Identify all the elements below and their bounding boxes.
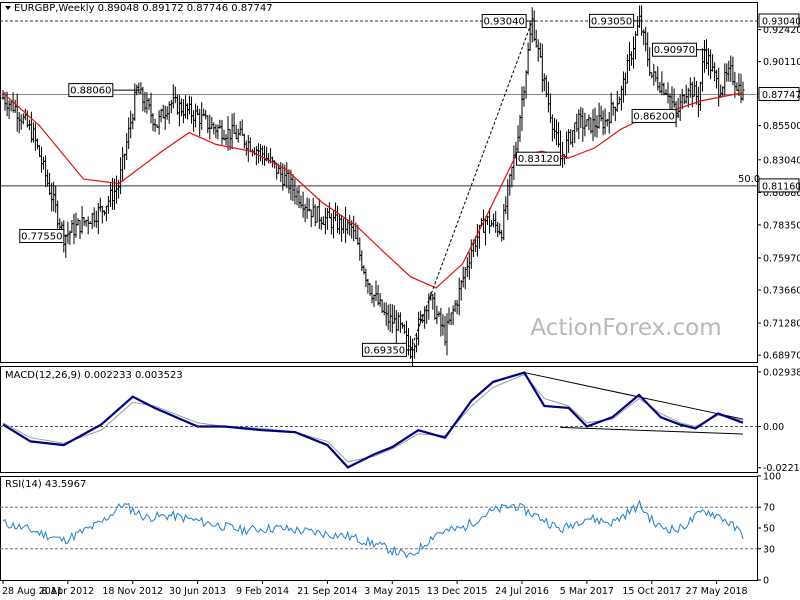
rsi-y-tick-label: 50 xyxy=(763,524,775,535)
current-price-axis-label-box xyxy=(758,86,800,101)
price-y-tick-label: 0.78350 xyxy=(763,220,800,231)
annotation-box xyxy=(589,13,635,28)
annotation-label: 0.93040 xyxy=(483,17,524,28)
annotation-box xyxy=(481,14,527,28)
macd-trendline xyxy=(524,372,744,420)
price-y-tick-label: 0.71280 xyxy=(763,319,800,330)
price-bar xyxy=(741,81,745,101)
price-y-tick-label: 0.85500 xyxy=(763,121,800,132)
price-y-tick-label: 0.68970 xyxy=(763,351,800,362)
annotation-box xyxy=(631,108,677,123)
x-axis-label: 13 Dec 2015 xyxy=(427,586,488,597)
annotation-box xyxy=(362,342,408,357)
title-arrow-icon xyxy=(5,6,11,10)
current-price-axis-label: 0.87747 xyxy=(762,90,800,101)
x-axis-label: 21 Sep 2014 xyxy=(297,586,357,597)
annotation-box xyxy=(651,42,697,57)
annotation-box xyxy=(68,83,114,98)
price-high-axis-label-box xyxy=(758,13,800,28)
price-bars xyxy=(1,5,745,366)
fib-level-label: 50.0 xyxy=(738,174,760,185)
x-axis-label: 9 Feb 2014 xyxy=(236,586,289,597)
rsi-y-tick-label: 30 xyxy=(763,544,775,555)
price-y-tick-label: 0.75970 xyxy=(763,253,800,264)
x-axis-label: 5 Mar 2017 xyxy=(560,586,614,597)
price-y-tick-label: 0.80680 xyxy=(763,188,800,199)
fib-value-axis-label: 0.81160 xyxy=(762,181,800,192)
annotation-label: 0.77550 xyxy=(21,232,62,243)
x-axis-label: 3 May 2015 xyxy=(364,586,420,597)
price-high-axis-label: 0.93040 xyxy=(762,17,800,28)
annotation-label: 0.93050 xyxy=(591,16,632,27)
annotation-box xyxy=(19,229,65,244)
annotation-box xyxy=(516,151,562,166)
annotation-label: 0.86200 xyxy=(633,111,674,122)
rsi-y-tick-label: 70 xyxy=(763,503,775,514)
macd-y-tick-label: 0.029387 xyxy=(763,367,800,378)
rsi-title: RSI(14) 43.5967 xyxy=(5,479,86,490)
dashed-trendline xyxy=(410,20,533,351)
macd-y-tick-label: 0.00 xyxy=(763,422,784,433)
moving-average-line xyxy=(2,92,744,289)
annotation-label: 0.88060 xyxy=(70,86,111,97)
annotation-label: 0.83120 xyxy=(518,154,559,165)
price-y-tick-label: 0.73660 xyxy=(763,286,800,297)
x-axis-label: 28 Aug 2011 xyxy=(2,586,63,597)
macd-y-tick-label: -0.022161 xyxy=(763,463,800,474)
x-axis-label: 30 Jun 2013 xyxy=(169,586,226,597)
fib-value-axis-label-box xyxy=(758,178,800,193)
macd-title: MACD(12,26,9) 0.002233 0.003523 xyxy=(5,370,183,381)
watermark: ActionForex.com xyxy=(530,315,721,341)
price-y-tick-label: 0.92420 xyxy=(763,25,800,36)
rsi-y-tick-label: 0 xyxy=(763,576,769,587)
price-panel-frame xyxy=(0,2,758,363)
price-chart-title: EURGBP,Weekly 0.89048 0.89172 0.87746 0.… xyxy=(14,3,273,14)
x-axis-label: 27 May 2018 xyxy=(686,586,748,597)
x-axis-label: 15 Oct 2017 xyxy=(622,586,681,597)
annotation-label: 0.69350 xyxy=(364,345,405,356)
annotation-label: 0.90970 xyxy=(654,45,695,56)
x-axis-label: 24 Jul 2016 xyxy=(495,586,549,597)
macd-line xyxy=(2,371,744,469)
macd-panel-frame xyxy=(0,366,758,473)
macd-trendline xyxy=(560,426,744,435)
rsi-y-tick-label: 100 xyxy=(763,472,781,483)
x-axis-label: 18 Nov 2012 xyxy=(102,586,163,597)
price-y-tick-label: 0.90110 xyxy=(763,57,800,68)
price-y-tick-label: 0.83040 xyxy=(763,155,800,166)
rsi-line xyxy=(2,499,744,559)
x-axis-label: 8 Apr 2012 xyxy=(42,586,95,597)
